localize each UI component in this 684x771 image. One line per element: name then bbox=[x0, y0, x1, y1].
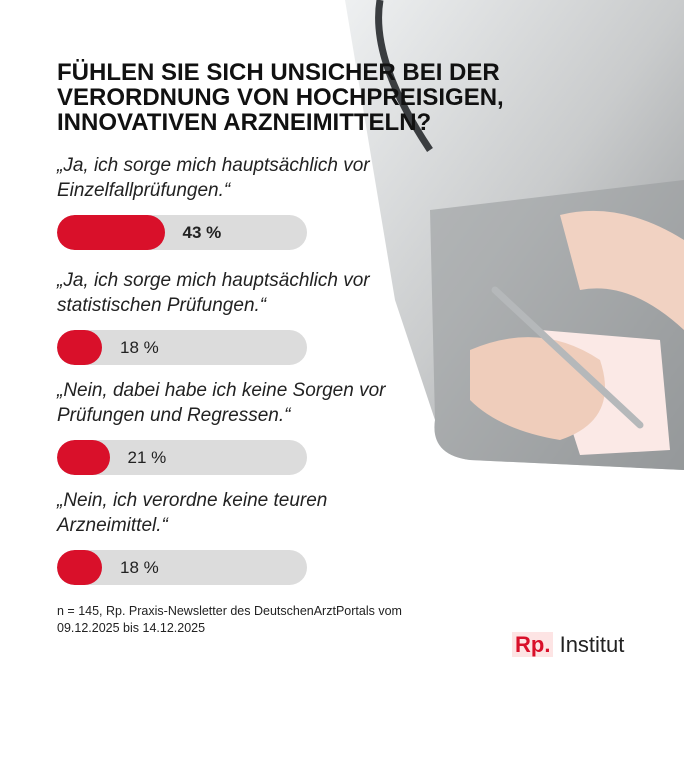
bar bbox=[57, 330, 102, 365]
logo: Rp. Institut bbox=[512, 632, 624, 658]
bar-track bbox=[57, 215, 307, 250]
value-label: 43 % bbox=[182, 223, 222, 242]
category-label: „Ja, ich sorge mich hauptsächlich vor Ei… bbox=[57, 155, 370, 201]
value-label: 18 % bbox=[120, 558, 159, 577]
category-label: „Ja, ich sorge mich hauptsächlich vor st… bbox=[57, 270, 370, 316]
value-label: 21 % bbox=[127, 448, 167, 467]
value-label: 18 % bbox=[120, 338, 159, 357]
bar bbox=[57, 440, 110, 475]
logo-text: Institut bbox=[559, 632, 625, 657]
source-note: n = 145, Rp. Praxis-Newsletter des Deuts… bbox=[57, 604, 402, 635]
category-label: „Nein, dabei habe ich keine Sorgen vor P… bbox=[57, 380, 386, 426]
bar-track bbox=[57, 440, 307, 475]
bar bbox=[57, 550, 102, 585]
bar-track bbox=[57, 550, 307, 585]
category-label: „Nein, ich verordne keine teuren Arzneim… bbox=[57, 490, 328, 536]
bar-track bbox=[57, 330, 307, 365]
chart-title: FÜHLEN SIE SICH UNSICHER BEI DER VERORDN… bbox=[57, 59, 504, 136]
logo-mark: Rp. bbox=[512, 632, 554, 657]
bar bbox=[57, 215, 165, 250]
